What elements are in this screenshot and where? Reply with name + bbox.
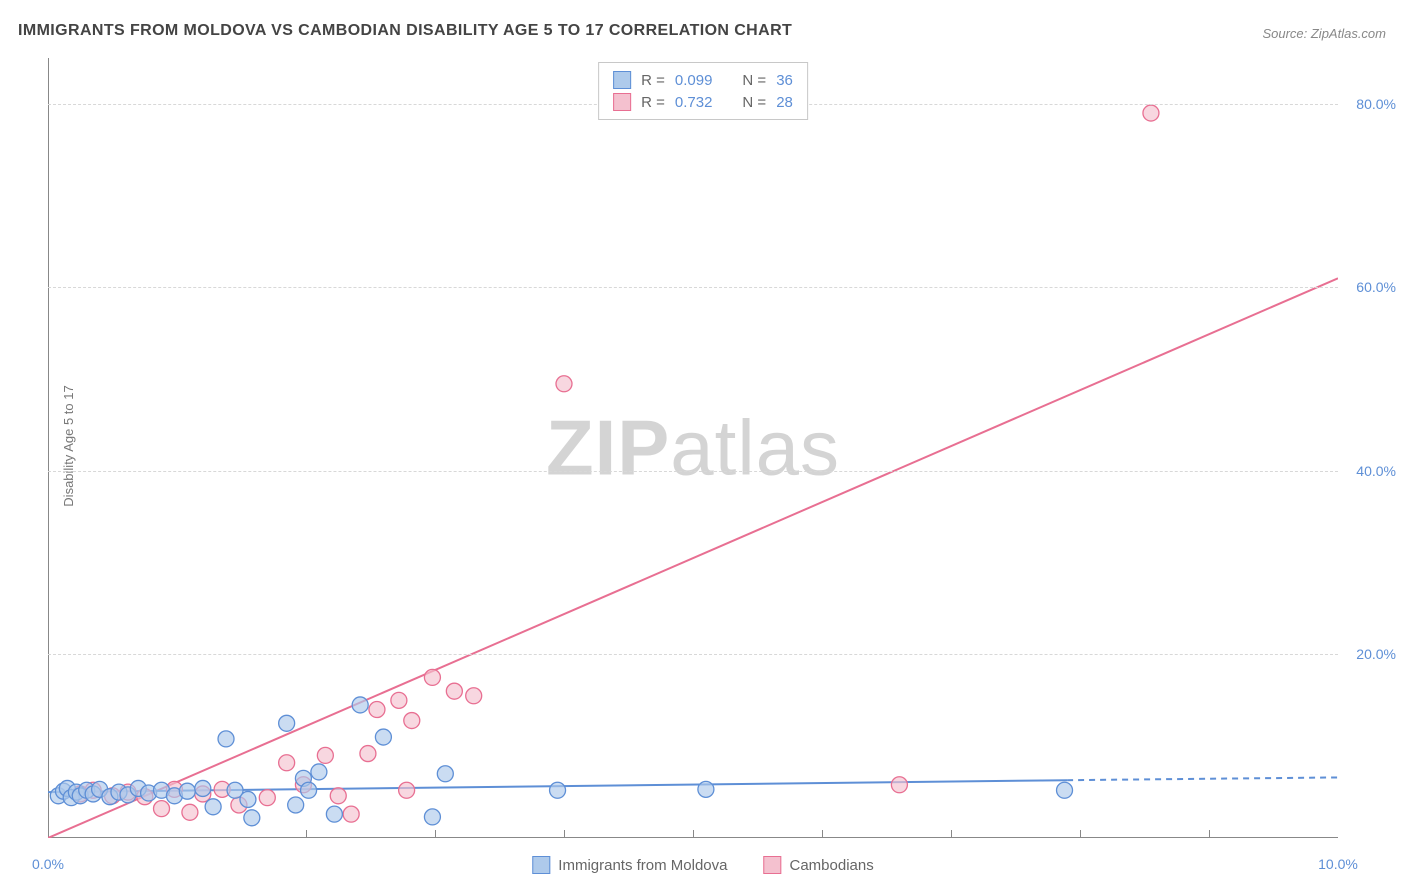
x-tick-mark (1209, 830, 1210, 838)
data-point (317, 747, 333, 763)
data-point (424, 809, 440, 825)
legend-swatch (532, 856, 550, 874)
stats-legend: R = 0.099 N = 36 R = 0.732 N = 28 (598, 62, 808, 120)
x-tick-mark (822, 830, 823, 838)
data-point (279, 715, 295, 731)
legend-item: Immigrants from Moldova (532, 856, 727, 874)
stat-n-value: 28 (776, 94, 793, 111)
legend-label: Immigrants from Moldova (558, 857, 727, 874)
stat-n-label: N = (742, 72, 766, 89)
stats-legend-row: R = 0.732 N = 28 (613, 91, 793, 113)
data-point (891, 777, 907, 793)
x-tick-mark (435, 830, 436, 838)
data-point (179, 783, 195, 799)
data-point (424, 669, 440, 685)
source-prefix: Source: (1262, 26, 1310, 41)
data-point (240, 791, 256, 807)
legend-item: Cambodians (764, 856, 874, 874)
data-point (1143, 105, 1159, 121)
stat-r-label: R = (641, 94, 665, 111)
y-tick-label: 80.0% (1356, 96, 1396, 112)
stat-n-label: N = (742, 94, 766, 111)
trend-line (48, 278, 1338, 838)
data-point (404, 713, 420, 729)
data-point (1057, 782, 1073, 798)
data-point (244, 810, 260, 826)
series-legend: Immigrants from Moldova Cambodians (532, 856, 873, 874)
data-point (343, 806, 359, 822)
data-point (466, 688, 482, 704)
data-point (399, 782, 415, 798)
x-tick-mark (693, 830, 694, 838)
legend-swatch (613, 93, 631, 111)
y-tick-label: 40.0% (1356, 463, 1396, 479)
grid-line (48, 287, 1338, 288)
trend-line (1067, 777, 1338, 780)
data-point (311, 764, 327, 780)
y-tick-label: 20.0% (1356, 646, 1396, 662)
data-point (326, 806, 342, 822)
stats-legend-row: R = 0.099 N = 36 (613, 69, 793, 91)
data-point (279, 755, 295, 771)
stat-r-value: 0.099 (675, 72, 713, 89)
data-point (446, 683, 462, 699)
x-tick-zero: 0.0% (32, 856, 64, 872)
data-point (556, 376, 572, 392)
stat-r-label: R = (641, 72, 665, 89)
data-point (301, 782, 317, 798)
x-tick-mark (564, 830, 565, 838)
data-point (437, 766, 453, 782)
data-point (154, 801, 170, 817)
data-point (352, 697, 368, 713)
grid-line (48, 654, 1338, 655)
legend-swatch (764, 856, 782, 874)
data-point (550, 782, 566, 798)
stat-r-value: 0.732 (675, 94, 713, 111)
stat-n-value: 36 (776, 72, 793, 89)
x-tick-mark (951, 830, 952, 838)
data-point (195, 780, 211, 796)
chart-title: IMMIGRANTS FROM MOLDOVA VS CAMBODIAN DIS… (18, 22, 792, 40)
data-point (205, 799, 221, 815)
legend-label: Cambodians (790, 857, 874, 874)
data-point (698, 781, 714, 797)
source-label: Source: ZipAtlas.com (1262, 26, 1386, 41)
data-point (218, 731, 234, 747)
data-point (360, 746, 376, 762)
x-tick-mark (1080, 830, 1081, 838)
legend-swatch (613, 71, 631, 89)
y-tick-label: 60.0% (1356, 279, 1396, 295)
data-point (259, 790, 275, 806)
data-point (375, 729, 391, 745)
x-tick-max: 10.0% (1318, 856, 1358, 872)
data-point (288, 797, 304, 813)
chart-svg (48, 58, 1338, 838)
data-point (182, 804, 198, 820)
data-point (369, 702, 385, 718)
x-tick-mark (306, 830, 307, 838)
data-point (391, 692, 407, 708)
grid-line (48, 471, 1338, 472)
plot-area: ZIPatlas 20.0%40.0%60.0%80.0% (48, 58, 1338, 838)
data-point (330, 788, 346, 804)
source-name: ZipAtlas.com (1311, 26, 1386, 41)
